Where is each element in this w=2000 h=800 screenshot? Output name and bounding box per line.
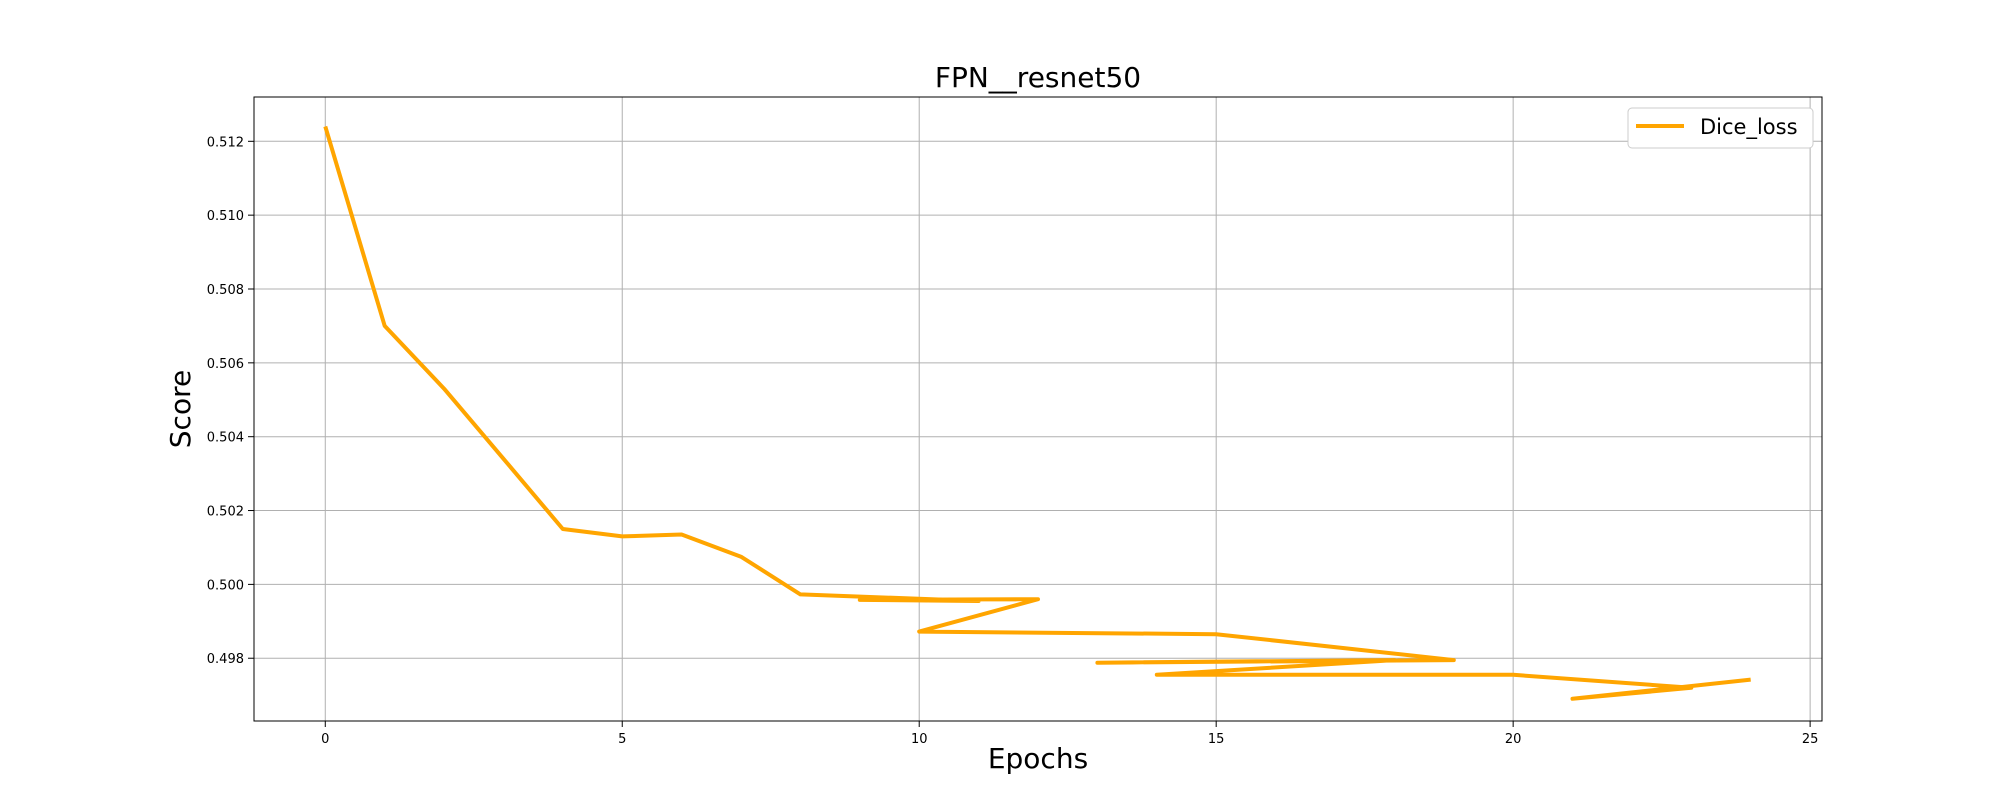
x-tick-label: 10 bbox=[911, 732, 928, 747]
axes-frame bbox=[253, 96, 1823, 722]
x-tick-label: 0 bbox=[321, 732, 329, 747]
y-tick-label: 0.506 bbox=[207, 357, 244, 372]
x-tick-label: 5 bbox=[618, 732, 626, 747]
legend-box bbox=[1627, 107, 1814, 149]
x-axis-ticks: 0 5 10 15 20 25 bbox=[321, 721, 1818, 747]
series-line-dice-loss bbox=[323, 125, 1751, 701]
y-tick-label: 0.500 bbox=[207, 578, 244, 593]
x-tick-label: 15 bbox=[1208, 732, 1225, 747]
y-axis-label: Score bbox=[164, 370, 197, 448]
chart-title: FPN__resnet50 bbox=[935, 61, 1141, 94]
x-tick-label: 25 bbox=[1802, 732, 1819, 747]
legend: Dice_loss bbox=[1627, 107, 1814, 149]
y-tick-label: 0.498 bbox=[207, 652, 244, 667]
y-tick-label: 0.510 bbox=[207, 209, 244, 224]
y-axis-ticks: 0.498 0.500 0.502 0.504 0.506 0.508 0.510 0.512 bbox=[207, 135, 254, 667]
y-tick-label: 0.504 bbox=[207, 431, 244, 446]
x-axis-label: Epochs bbox=[988, 742, 1088, 775]
grid-lines bbox=[254, 97, 1822, 721]
series-lines bbox=[323, 125, 1751, 701]
y-tick-label: 0.512 bbox=[207, 135, 244, 150]
x-tick-label: 20 bbox=[1505, 732, 1522, 747]
y-tick-label: 0.508 bbox=[207, 283, 244, 298]
legend-label: Dice_loss bbox=[1700, 115, 1798, 140]
y-tick-label: 0.502 bbox=[207, 505, 244, 520]
